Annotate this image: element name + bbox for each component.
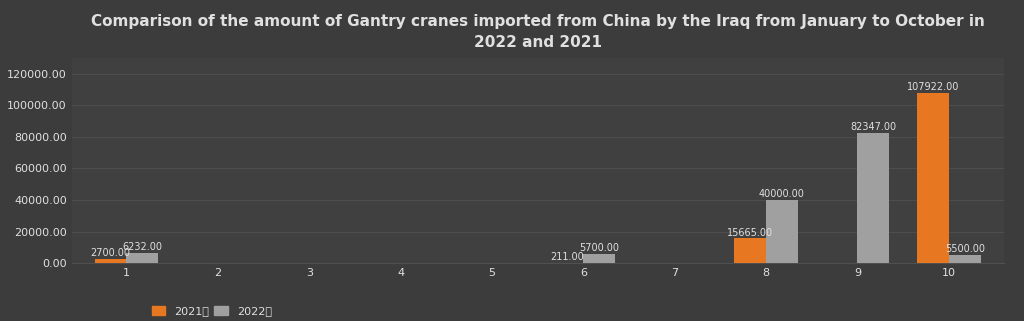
Text: 5700.00: 5700.00 (580, 243, 620, 253)
Title: Comparison of the amount of Gantry cranes imported from China by the Iraq from J: Comparison of the amount of Gantry crane… (91, 14, 984, 50)
Text: 40000.00: 40000.00 (759, 189, 805, 199)
Text: 107922.00: 107922.00 (906, 82, 958, 92)
Bar (857, 133, 889, 263)
Text: 5500.00: 5500.00 (945, 244, 985, 254)
Bar (127, 253, 159, 263)
Bar (916, 93, 948, 263)
Bar (734, 239, 766, 263)
Text: 2700.00: 2700.00 (90, 248, 130, 258)
Bar (584, 254, 615, 263)
Bar (94, 259, 127, 263)
Bar (948, 255, 981, 263)
Text: 82347.00: 82347.00 (850, 122, 896, 132)
Text: 15665.00: 15665.00 (727, 228, 773, 238)
Text: 6232.00: 6232.00 (123, 242, 163, 252)
Text: 211.00: 211.00 (551, 252, 584, 262)
Legend: 2021年, 2022年: 2021年, 2022年 (152, 306, 271, 316)
Bar (766, 200, 798, 263)
